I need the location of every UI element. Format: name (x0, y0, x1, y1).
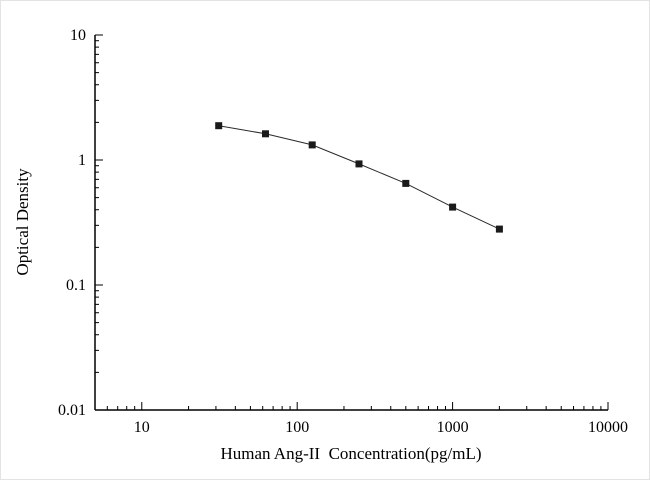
x-axis-label: Human Ang-II Concentration(pg/mL) (220, 444, 481, 463)
y-axis-label: Optical Density (13, 168, 32, 276)
data-point-marker (262, 130, 269, 138)
x-tick-label: 10000 (588, 419, 628, 436)
y-tick-label: 1 (78, 152, 86, 169)
x-tick-label: 1000 (437, 419, 469, 436)
data-point-marker (449, 203, 457, 211)
data-series (215, 122, 503, 233)
data-point-marker (402, 179, 410, 187)
axis-ticks (94, 34, 609, 411)
axis-tick-labels: 10 100 1000 10000 0.01 0.1 1 10 (58, 27, 628, 436)
x-tick-label: 100 (285, 419, 309, 436)
data-point-marker (308, 141, 316, 149)
y-tick-label: 0.1 (66, 277, 86, 294)
data-point-marker (215, 122, 223, 130)
data-point-marker (495, 225, 503, 233)
data-point-marker (355, 160, 363, 168)
x-tick-label: 10 (134, 419, 150, 436)
axes (94, 35, 608, 411)
y-tick-label: 0.01 (58, 402, 86, 419)
y-tick-label: 10 (70, 27, 86, 44)
series-line (218, 125, 500, 230)
